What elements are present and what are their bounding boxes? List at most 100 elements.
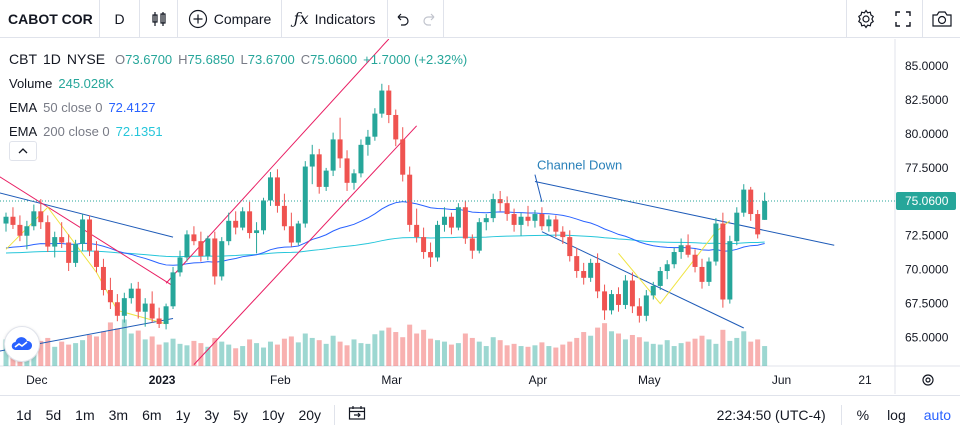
candle-body [448,216,454,228]
volume-bar [560,344,566,366]
candle-body [59,237,65,243]
volume-bar [595,327,601,366]
price-tick-label: 77.5000 [905,161,949,175]
candle-body [316,154,322,187]
candle-body [602,291,608,311]
volume-bar [741,331,747,366]
high-label: H [178,52,188,67]
candle-body [288,226,294,243]
candle-body [274,177,280,206]
range-3y[interactable]: 3y [204,406,220,423]
undo-button[interactable] [388,0,416,38]
high-value: 75.6850 [187,52,235,67]
range-6m[interactable]: 6m [142,406,162,423]
candle-body [720,223,726,300]
range-1d[interactable]: 1d [16,406,32,423]
volume-bar [149,336,155,366]
candle-body [372,113,378,137]
chart-pane[interactable]: 85.000082.500080.000077.500075.000072.50… [0,39,960,394]
range-1y[interactable]: 1y [175,406,191,423]
indicators-button[interactable]: ƒx Indicators [282,0,388,38]
price-tick-label: 80.0000 [905,127,949,141]
volume-bar [379,330,385,366]
candle-body [358,144,364,174]
range-5y[interactable]: 5y [233,406,248,423]
volume-bar [66,344,72,366]
volume-bar [706,339,712,366]
candle-body [38,211,44,223]
candle-body [525,216,531,221]
symbol-search[interactable]: CABOT COR [0,0,100,38]
range-10y[interactable]: 10y [261,406,285,423]
candle-body [574,256,580,272]
volume-bar [497,340,503,366]
candle-body [344,158,350,183]
candle-body [45,222,51,247]
time-tick-label: 2023 [149,373,176,387]
volume-bar [288,336,294,366]
open-value: 73.6700 [125,52,173,67]
chart-type-button[interactable] [140,0,178,38]
candle-body [80,219,86,244]
price-chart[interactable]: 85.000082.500080.000077.500075.000072.50… [0,39,960,394]
range-1m[interactable]: 1m [75,406,95,423]
last-price-badge [896,192,956,211]
volume-bar [156,344,162,366]
volume-bar [685,341,691,366]
range-3m[interactable]: 3m [108,406,129,423]
candle-body [93,250,99,267]
volume-bar [455,343,461,366]
volume-bar [581,332,587,366]
volume-bar [52,346,58,366]
volume-bar [372,334,378,366]
snapshot-button[interactable] [922,0,960,38]
time-tick-label: Mar [381,373,402,387]
legend-volume-row[interactable]: Volume 245.028K [9,72,467,96]
range-20y[interactable]: 20y [298,406,322,423]
goto-date-button[interactable] [341,405,373,424]
legend-ema200-row[interactable]: EMA 200 close 0 72.1351 [9,120,467,144]
candle-body [24,226,30,236]
candle-body [184,234,190,258]
candle-body [219,241,225,277]
candle-body [615,294,621,305]
candle-body [581,271,587,278]
volume-bar [254,343,260,366]
fullscreen-button[interactable] [884,0,922,38]
volume-bar [699,335,705,366]
close-label: C [300,52,311,67]
volume-bar [240,346,246,366]
candle-body [490,199,496,219]
candle-body [114,302,120,316]
clock-readout[interactable]: 22:34:50 (UTC-4) [716,407,826,423]
compare-button[interactable]: Compare [178,0,282,38]
axis-settings-icon[interactable] [922,374,934,386]
volume-bar [205,346,211,366]
percent-toggle[interactable]: % [856,407,870,423]
volume-bar [588,335,594,366]
ema200-label: EMA [9,124,38,139]
log-toggle[interactable]: log [887,407,906,423]
volume-label: Volume [9,76,53,91]
candle-body [532,214,538,221]
volume-bar [518,346,524,366]
volume-bar [490,337,496,366]
volume-bar [351,339,357,366]
candles-icon [151,11,166,26]
auto-toggle[interactable]: auto [923,407,951,423]
ema50-params: 50 close 0 [43,100,103,115]
tradingview-logo[interactable] [4,326,40,362]
legend-ema50-row[interactable]: EMA 50 close 0 72.4127 [9,96,467,120]
open-label: O [115,52,126,67]
redo-button[interactable] [416,0,444,38]
settings-button[interactable] [846,0,884,38]
time-tick-label: Apr [529,373,548,387]
range-5d[interactable]: 5d [45,406,62,423]
zigzag-line [5,206,167,325]
close-value: 75.0600 [310,52,358,67]
volume-bar [435,340,441,366]
candle-body [52,237,58,247]
legend-collapse-button[interactable] [9,141,37,161]
interval-button[interactable]: D [100,0,140,38]
candle-body [504,203,510,215]
